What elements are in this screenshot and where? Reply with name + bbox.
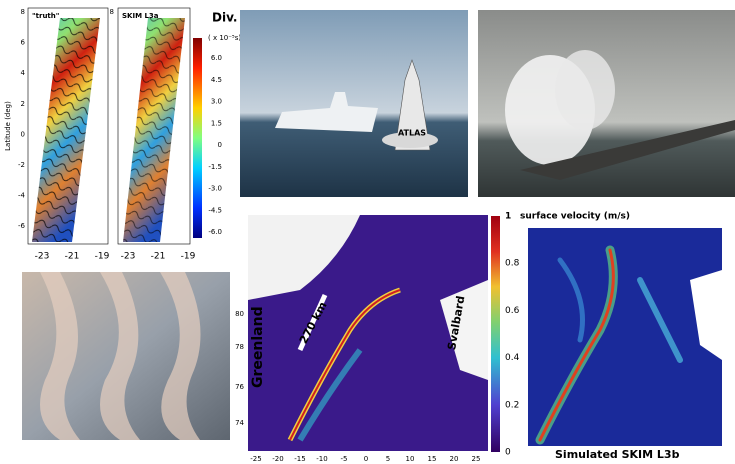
y-tick-label: -4	[18, 192, 26, 200]
x-tick-label: 25	[472, 455, 481, 463]
x-tick-label: -21	[151, 252, 166, 262]
colorbar-tick-label: -1.5	[208, 163, 222, 171]
map-label: Greenland	[250, 306, 266, 388]
splash	[555, 50, 615, 130]
y-tick-label: -2	[18, 161, 25, 169]
y-tick-label: 76	[235, 383, 244, 391]
x-tick-label: 10	[406, 455, 415, 463]
photo-buoy	[240, 10, 468, 197]
colorbar-tick-label: 6.0	[211, 54, 222, 62]
x-tick-label: 5	[386, 455, 390, 463]
x-tick-label: 0	[364, 455, 368, 463]
x-tick-label: 20	[450, 455, 459, 463]
x-tick-label: -21	[65, 252, 80, 262]
x-tick-label: -19	[181, 252, 196, 262]
x-tick-label: -15	[294, 455, 305, 463]
panel-label: SKIM L3a	[122, 12, 159, 20]
x-tick-label: -23	[121, 252, 136, 262]
figure-collage: "truth" SKIM L3a Latitude (deg) 8 Div. (…	[0, 0, 735, 464]
colorbar-tick-label: 0	[505, 448, 511, 458]
x-tick-label: -20	[272, 455, 283, 463]
colorbar-title: surface velocity (m/s)	[520, 212, 630, 222]
y-tick-label: 80	[235, 310, 244, 318]
y-tick-label: 0	[21, 130, 25, 138]
colorbar-tick-label: -4.5	[208, 206, 222, 214]
x-tick-label: -19	[95, 252, 110, 262]
y-tick-label: -6	[18, 222, 26, 230]
y-tick-label: 8	[110, 8, 114, 16]
x-tick-label: -25	[250, 455, 261, 463]
y-tick-label: 6	[21, 39, 26, 47]
x-tick-label: -5	[341, 455, 348, 463]
y-tick-label: 78	[235, 343, 244, 351]
y-tick-label: 2	[21, 100, 25, 108]
x-tick-label: 15	[428, 455, 437, 463]
colorbar-tick-label: 4.5	[211, 76, 222, 84]
colorbar-tick-label: 0.8	[505, 259, 520, 269]
colorbar-tick-label: 0	[218, 141, 222, 149]
colorbar	[193, 38, 202, 238]
buoy-label: ATLAS	[398, 129, 426, 138]
colorbar-tick-label: 3.0	[211, 98, 222, 106]
colorbar-tick-label: 1	[505, 212, 511, 222]
colorbar-tick-label: 0.4	[505, 353, 520, 363]
colorbar-tick-label: 0.2	[505, 400, 519, 410]
y-tick-label: 8	[21, 8, 25, 16]
x-tick-label: -10	[316, 455, 327, 463]
y-tick-label: 4	[21, 69, 26, 77]
colorbar-tick-label: 1.5	[211, 119, 222, 127]
panel-label: "truth"	[32, 12, 59, 20]
colorbar	[491, 216, 500, 452]
colorbar-tick-label: -6.0	[208, 228, 222, 236]
caption: Simulated SKIM L3b	[555, 448, 680, 461]
colorbar-unit: ( x 10⁻⁵s)	[208, 34, 241, 42]
x-tick-label: -23	[35, 252, 50, 262]
colorbar-tick-label: -3.0	[208, 185, 222, 193]
y-axis-label: Latitude (deg)	[4, 101, 12, 151]
y-tick-label: 74	[235, 419, 244, 427]
colorbar-title: Div.	[212, 11, 237, 25]
colorbar-tick-label: 0.6	[505, 306, 520, 316]
